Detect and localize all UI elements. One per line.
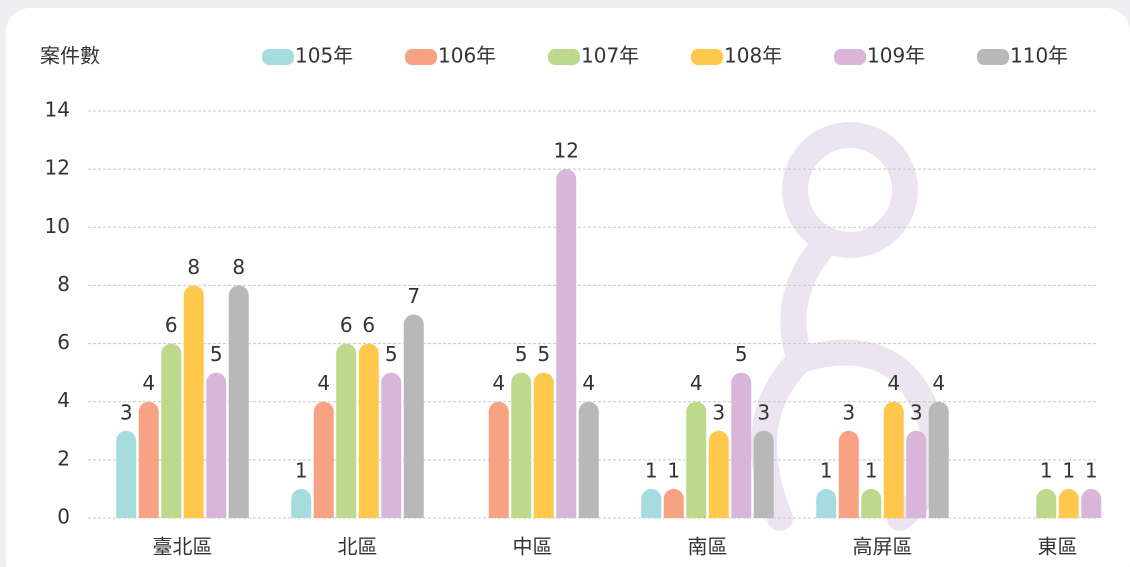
bar [161,343,182,518]
bar [861,488,882,518]
data-label: 4 [317,371,330,395]
y-tick-label: 0 [57,505,70,529]
data-label: 5 [210,342,223,366]
bar [403,314,424,518]
bar [138,401,159,518]
bar [641,488,662,518]
data-label: 7 [407,284,420,308]
bar [816,488,837,518]
bar [556,169,577,518]
data-label: 4 [887,371,900,395]
data-label: 5 [537,342,550,366]
bar [906,430,927,518]
data-label: 3 [120,400,133,424]
bar [381,372,402,518]
bar [1058,488,1079,518]
bar [708,430,729,518]
legend-label: 105年 [295,44,353,68]
y-tick-label: 14 [45,98,70,122]
data-label: 12 [554,139,579,163]
x-tick-label: 高屏區 [853,535,913,559]
legend-label: 107年 [581,44,639,68]
bar [1036,488,1057,518]
bar [663,488,684,518]
bar [183,285,204,518]
x-tick-label: 南區 [688,535,728,559]
bar [511,372,532,518]
data-label: 1 [645,458,658,482]
legend-label: 110年 [1010,44,1068,68]
data-label: 1 [820,458,833,482]
data-label: 6 [362,313,375,337]
data-label: 3 [757,400,770,424]
data-label: 8 [232,255,245,279]
legend-swatch [262,49,294,65]
legend-label: 106年 [438,44,496,68]
bar [753,430,774,518]
data-label: 4 [932,371,945,395]
data-label: 1 [295,458,308,482]
legend-label: 109年 [867,44,925,68]
data-label: 1 [667,458,680,482]
bar [1081,488,1102,518]
legend-label: 108年 [724,44,782,68]
data-label: 4 [690,371,703,395]
data-label: 1 [1085,458,1098,482]
y-tick-label: 12 [45,156,70,180]
bar [731,372,752,518]
data-label: 4 [582,371,595,395]
x-tick-label: 臺北區 [153,535,213,559]
data-label: 6 [340,313,353,337]
bar [291,488,312,518]
bar [533,372,554,518]
data-label: 5 [385,342,398,366]
bar [488,401,509,518]
data-label: 1 [1062,458,1075,482]
y-tick-label: 10 [45,214,70,238]
x-tick-label: 北區 [338,535,378,559]
legend-swatch [977,49,1009,65]
bar [883,401,904,518]
data-label: 5 [515,342,528,366]
y-tick-label: 4 [57,388,70,412]
bar [578,401,599,518]
bar [313,401,334,518]
legend-swatch [548,49,580,65]
bar [116,430,137,518]
legend-swatch [691,49,723,65]
x-tick-label: 東區 [1038,535,1078,559]
data-label: 1 [1040,458,1053,482]
bar [928,401,949,518]
data-label: 3 [910,400,923,424]
data-label: 4 [142,371,155,395]
y-axis-title: 案件數 [40,44,100,68]
y-tick-label: 2 [57,446,70,470]
data-label: 4 [492,371,505,395]
bar [228,285,249,518]
y-tick-label: 8 [57,272,70,296]
bar [686,401,707,518]
data-label: 8 [187,255,200,279]
data-label: 3 [842,400,855,424]
y-tick-label: 6 [57,330,70,354]
data-label: 6 [165,313,178,337]
legend-swatch [405,49,437,65]
data-label: 5 [735,342,748,366]
bar [206,372,227,518]
data-label: 1 [865,458,878,482]
legend-swatch [834,49,866,65]
bar [838,430,859,518]
bar [358,343,379,518]
bar [336,343,357,518]
x-tick-label: 中區 [513,535,553,559]
data-label: 3 [712,400,725,424]
